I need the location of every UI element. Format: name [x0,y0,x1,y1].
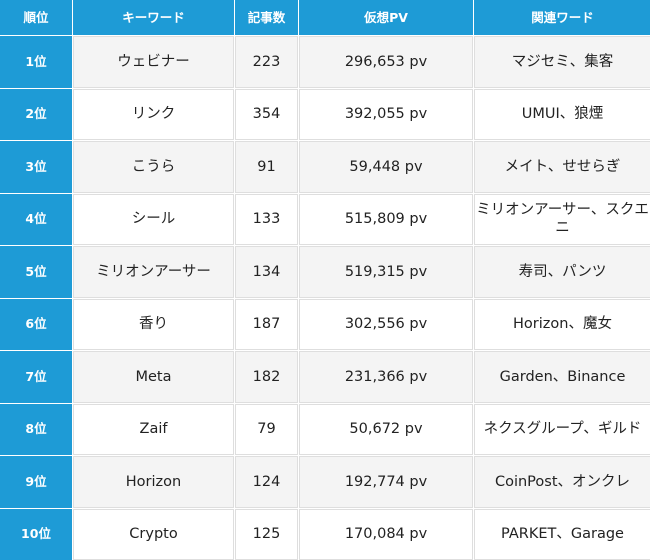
keyword-cell: リンク [73,89,234,141]
related-cell: CoinPost、オンクレ [474,456,650,508]
related-cell: ネクスグループ、ギルド [474,404,650,456]
pv-cell: 50,672 pv [299,404,473,456]
rank-cell: 8位 [0,404,72,456]
pv-cell: 231,366 pv [299,351,473,403]
header-virtual-pv: 仮想PV [299,0,473,35]
articles-cell: 223 [235,36,298,88]
rank-cell: 9位 [0,456,72,508]
pv-cell: 296,653 pv [299,36,473,88]
pv-cell: 170,084 pv [299,509,473,560]
header-keyword: キーワード [73,0,234,35]
related-cell: 寿司、パンツ [474,246,650,298]
rank-cell: 2位 [0,89,72,141]
keyword-cell: ウェビナー [73,36,234,88]
rank-cell: 4位 [0,194,72,246]
pv-cell: 59,448 pv [299,141,473,193]
keyword-cell: シール [73,194,234,246]
keyword-cell: 香り [73,299,234,351]
articles-cell: 91 [235,141,298,193]
rank-cell: 3位 [0,141,72,193]
keyword-cell: ミリオンアーサー [73,246,234,298]
header-article-count: 記事数 [235,0,298,35]
keyword-cell: Meta [73,351,234,403]
rank-cell: 1位 [0,36,72,88]
pv-cell: 302,556 pv [299,299,473,351]
pv-cell: 392,055 pv [299,89,473,141]
header-related-words: 関連ワード [474,0,650,35]
articles-cell: 187 [235,299,298,351]
pv-cell: 519,315 pv [299,246,473,298]
articles-cell: 124 [235,456,298,508]
related-cell: Garden、Binance [474,351,650,403]
keyword-cell: こうら [73,141,234,193]
related-cell: UMUI、狼煙 [474,89,650,141]
pv-cell: 515,809 pv [299,194,473,246]
related-cell: メイト、せせらぎ [474,141,650,193]
related-cell: マジセミ、集客 [474,36,650,88]
articles-cell: 133 [235,194,298,246]
header-rank: 順位 [0,0,72,35]
related-cell: Horizon、魔女 [474,299,650,351]
rank-cell: 6位 [0,299,72,351]
articles-cell: 354 [235,89,298,141]
keyword-cell: Crypto [73,509,234,560]
pv-cell: 192,774 pv [299,456,473,508]
keyword-cell: Zaif [73,404,234,456]
articles-cell: 182 [235,351,298,403]
related-cell: ミリオンアーサー、スクエニ [474,194,650,246]
rank-cell: 5位 [0,246,72,298]
keyword-cell: Horizon [73,456,234,508]
articles-cell: 134 [235,246,298,298]
rank-cell: 10位 [0,509,72,560]
related-cell: PARKET、Garage [474,509,650,560]
articles-cell: 79 [235,404,298,456]
articles-cell: 125 [235,509,298,560]
rank-cell: 7位 [0,351,72,403]
